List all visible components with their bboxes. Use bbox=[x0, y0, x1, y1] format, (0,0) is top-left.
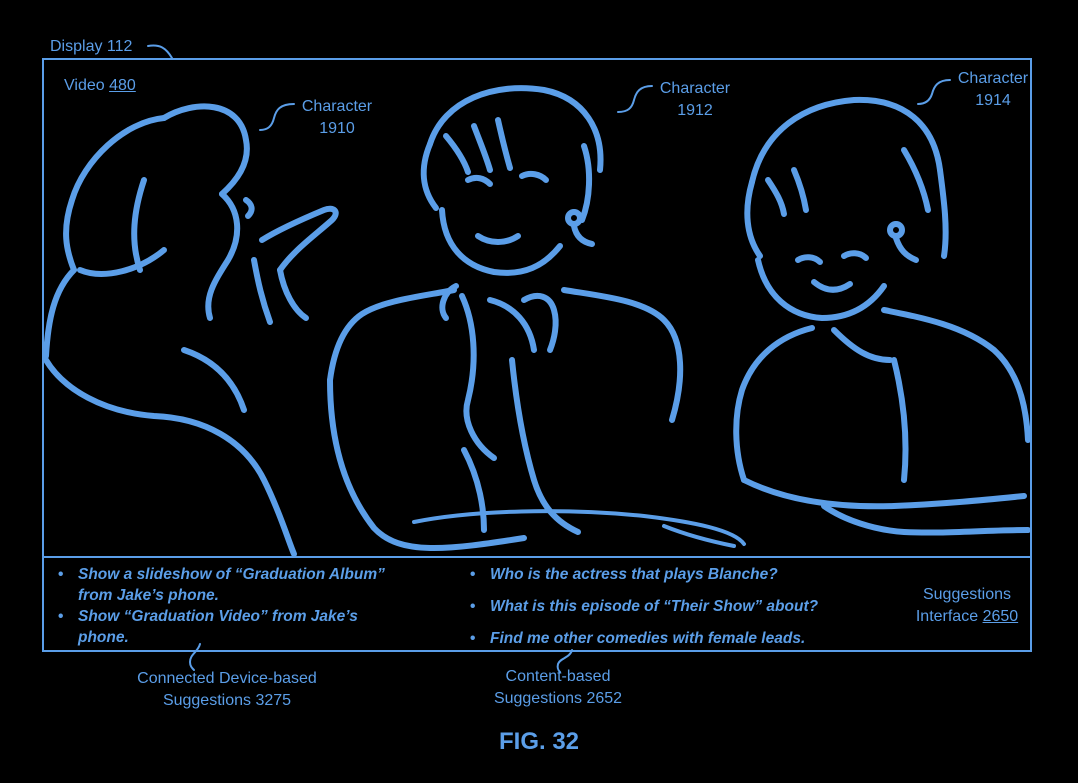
suggestion-item[interactable]: •What is this episode of “Their Show” ab… bbox=[468, 596, 908, 617]
content-based-suggestions-list: •Who is the actress that plays Blanche? … bbox=[468, 564, 908, 649]
character-1910-label: Character1910 bbox=[296, 96, 378, 140]
suggestions-interface-label: Suggestions Interface 2650 bbox=[906, 584, 1028, 628]
character-1912-figure bbox=[330, 88, 680, 548]
content-suggestions-callout: Content-basedSuggestions 2652 bbox=[470, 666, 646, 710]
suggestion-item[interactable]: • Show “Graduation Video” from Jake’s ph… bbox=[56, 606, 466, 648]
suggestion-item[interactable]: •Find me other comedies with female lead… bbox=[468, 628, 908, 649]
suggestion-item[interactable]: •Who is the actress that plays Blanche? bbox=[468, 564, 908, 585]
character-1912-label: Character1912 bbox=[654, 78, 736, 122]
video-scene bbox=[44, 60, 1030, 556]
connected-device-suggestions-list: • Show a slideshow of “Graduation Album”… bbox=[56, 564, 466, 648]
table-edge bbox=[414, 511, 744, 544]
figure-caption: FIG. 32 bbox=[0, 728, 1078, 756]
leader-display bbox=[148, 46, 172, 59]
connected-suggestions-callout: Connected Device-basedSuggestions 3275 bbox=[112, 668, 342, 712]
character-1914-figure bbox=[736, 100, 1028, 533]
suggestion-item[interactable]: • Show a slideshow of “Graduation Album”… bbox=[56, 564, 466, 606]
character-1914-label: Character1914 bbox=[952, 68, 1034, 112]
character-1910-figure bbox=[46, 106, 336, 554]
